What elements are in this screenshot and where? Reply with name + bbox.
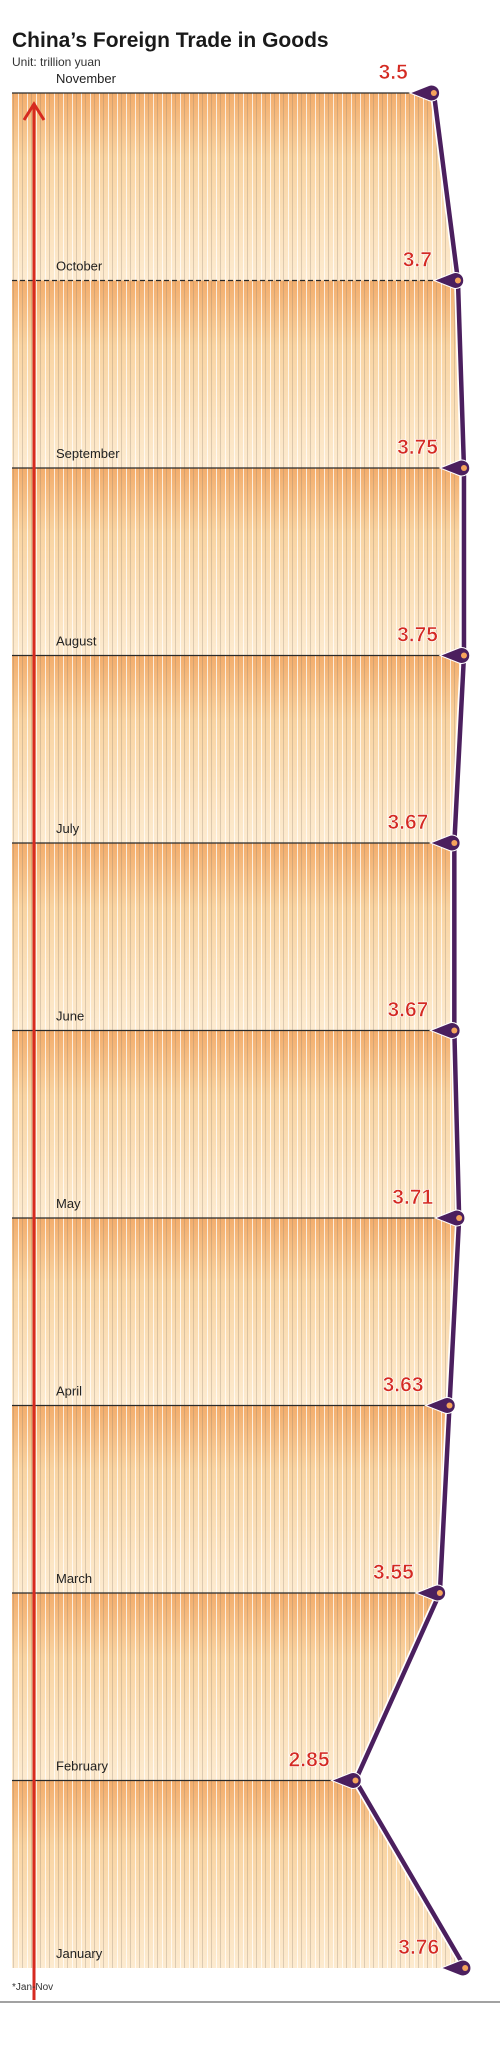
value-label: 3.71: [392, 1186, 433, 1209]
chart-title: China’s Foreign Trade in Goods: [12, 29, 329, 52]
month-label: April: [56, 1384, 82, 1399]
marker-dot: [456, 1215, 463, 1221]
chart-subtitle: Unit: trillion yuan: [12, 55, 101, 69]
marker-shape: [428, 1022, 461, 1039]
month-label: January: [56, 1946, 103, 1961]
value-label: 3.63: [383, 1374, 424, 1397]
value-label: 3.55: [373, 1561, 414, 1584]
marks: 3.76 January 2.85 February 3.55 March 3.63 Apri…: [12, 61, 472, 2000]
marker-dot: [352, 1777, 359, 1784]
marker: [428, 834, 461, 852]
value-label: 3.75: [397, 436, 438, 459]
value-label: 3.5: [379, 61, 409, 84]
month-label: July: [56, 821, 80, 836]
marker: [408, 84, 441, 102]
marker-dot: [460, 652, 467, 659]
marker: [330, 1772, 362, 1789]
month-label: August: [56, 634, 97, 649]
value-label: 2.85: [289, 1749, 330, 1772]
marker-dot: [454, 277, 461, 284]
month-label: June: [56, 1009, 84, 1024]
marker-shape: [414, 1584, 447, 1602]
marker-dot: [451, 840, 458, 846]
value-label: 3.67: [387, 999, 428, 1022]
marker-shape: [432, 272, 465, 289]
month-label: March: [56, 1571, 92, 1586]
value-label: 3.76: [398, 1936, 439, 1959]
marker: [438, 459, 471, 477]
marker-shape: [438, 459, 471, 477]
month-label: February: [56, 1759, 109, 1774]
value-label: 3.67: [387, 811, 428, 834]
marker-shape: [408, 84, 441, 102]
marker-dot: [451, 1027, 458, 1034]
marker: [428, 1022, 461, 1039]
marker: [433, 1209, 466, 1227]
marker: [439, 1959, 472, 1977]
value-label: 3.75: [397, 624, 438, 647]
marker: [424, 1397, 456, 1414]
time-arrow-head: [22, 101, 46, 121]
value-label: 3.7: [403, 249, 432, 272]
marker: [414, 1584, 447, 1602]
month-label: October: [56, 259, 103, 274]
marker: [438, 647, 471, 664]
marker: [432, 272, 465, 289]
marker-shape: [438, 647, 471, 664]
marker-dot: [430, 90, 437, 96]
marker-shape: [330, 1772, 362, 1789]
month-label: May: [56, 1196, 81, 1211]
month-label: November: [56, 71, 117, 86]
marker-dot: [460, 465, 467, 471]
footnote: *Jan-Nov: [12, 1982, 53, 1993]
marker-dot: [462, 1965, 469, 1971]
marker-shape: [424, 1397, 456, 1414]
marker-shape: [433, 1209, 466, 1227]
month-label: September: [56, 446, 120, 461]
marker-dot: [446, 1402, 453, 1409]
marker-shape: [428, 834, 461, 852]
marker-dot: [436, 1590, 443, 1596]
marker-shape: [439, 1959, 472, 1977]
